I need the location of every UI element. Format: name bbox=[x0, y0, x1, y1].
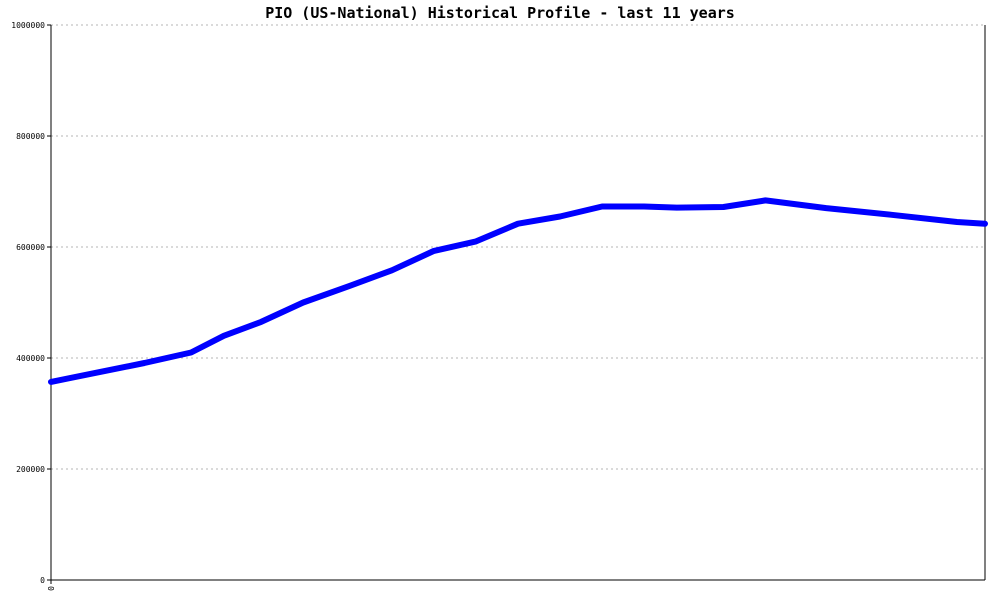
y-tick-label: 0 bbox=[40, 576, 45, 585]
data-point bbox=[260, 321, 262, 323]
data-point bbox=[676, 207, 678, 209]
data-point bbox=[517, 223, 519, 225]
x-tick-label: 0 bbox=[47, 586, 56, 591]
data-point bbox=[391, 269, 393, 271]
data-point bbox=[143, 362, 145, 364]
y-tick-label: 600000 bbox=[16, 243, 45, 252]
data-point bbox=[349, 285, 351, 287]
data-point bbox=[984, 223, 986, 225]
axes bbox=[47, 24, 986, 584]
data-point bbox=[601, 206, 603, 207]
data-point bbox=[825, 207, 827, 209]
chart-title: PIO (US-National) Historical Profile - l… bbox=[265, 4, 735, 22]
series-lines bbox=[48, 197, 988, 385]
data-point bbox=[765, 199, 766, 201]
data-point bbox=[723, 206, 724, 208]
data-point bbox=[50, 381, 52, 383]
data-point bbox=[223, 335, 225, 337]
y-tick-label: 800000 bbox=[16, 132, 45, 141]
data-point bbox=[643, 206, 645, 207]
data-point bbox=[190, 352, 192, 353]
tick-labels: 0 200000 400000 600000 800000 1000000 0 bbox=[11, 21, 56, 591]
data-point bbox=[956, 221, 958, 223]
grid-lines bbox=[51, 24, 985, 470]
data-point bbox=[475, 240, 477, 242]
data-point bbox=[302, 302, 304, 303]
series-line bbox=[48, 197, 988, 385]
data-point bbox=[559, 216, 561, 217]
data-point bbox=[891, 214, 893, 216]
data-point bbox=[97, 371, 99, 373]
y-tick-label: 400000 bbox=[16, 354, 45, 363]
y-tick-label: 200000 bbox=[16, 465, 45, 474]
data-point bbox=[433, 250, 435, 252]
y-tick-label: 1000000 bbox=[11, 21, 45, 30]
